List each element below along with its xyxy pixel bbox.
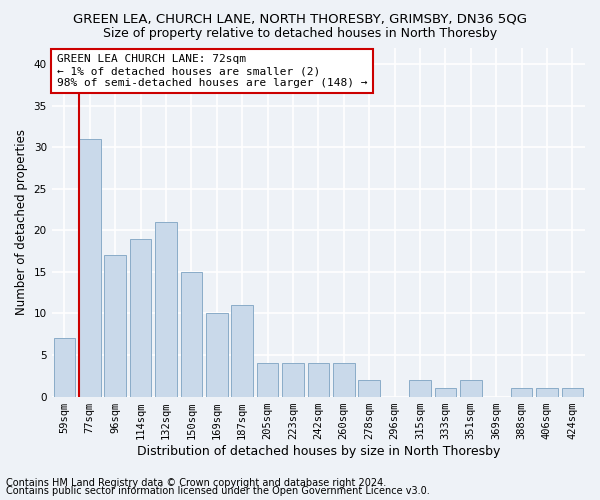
Bar <box>358 380 380 396</box>
Y-axis label: Number of detached properties: Number of detached properties <box>15 129 28 315</box>
Text: GREEN LEA, CHURCH LANE, NORTH THORESBY, GRIMSBY, DN36 5QG: GREEN LEA, CHURCH LANE, NORTH THORESBY, … <box>73 12 527 26</box>
Bar <box>511 388 532 396</box>
Bar <box>130 238 151 396</box>
Bar <box>333 364 355 396</box>
Bar <box>282 364 304 396</box>
Text: Contains HM Land Registry data © Crown copyright and database right 2024.: Contains HM Land Registry data © Crown c… <box>6 478 386 488</box>
Bar <box>409 380 431 396</box>
Bar <box>53 338 75 396</box>
Bar <box>434 388 456 396</box>
Bar <box>460 380 482 396</box>
Text: Size of property relative to detached houses in North Thoresby: Size of property relative to detached ho… <box>103 28 497 40</box>
Bar <box>536 388 557 396</box>
Bar <box>181 272 202 396</box>
X-axis label: Distribution of detached houses by size in North Thoresby: Distribution of detached houses by size … <box>137 444 500 458</box>
Bar <box>206 314 227 396</box>
Bar <box>257 364 278 396</box>
Bar <box>155 222 177 396</box>
Bar <box>232 305 253 396</box>
Text: GREEN LEA CHURCH LANE: 72sqm
← 1% of detached houses are smaller (2)
98% of semi: GREEN LEA CHURCH LANE: 72sqm ← 1% of det… <box>57 54 367 88</box>
Bar <box>79 139 101 396</box>
Bar <box>562 388 583 396</box>
Bar <box>308 364 329 396</box>
Text: Contains public sector information licensed under the Open Government Licence v3: Contains public sector information licen… <box>6 486 430 496</box>
Bar <box>104 256 126 396</box>
